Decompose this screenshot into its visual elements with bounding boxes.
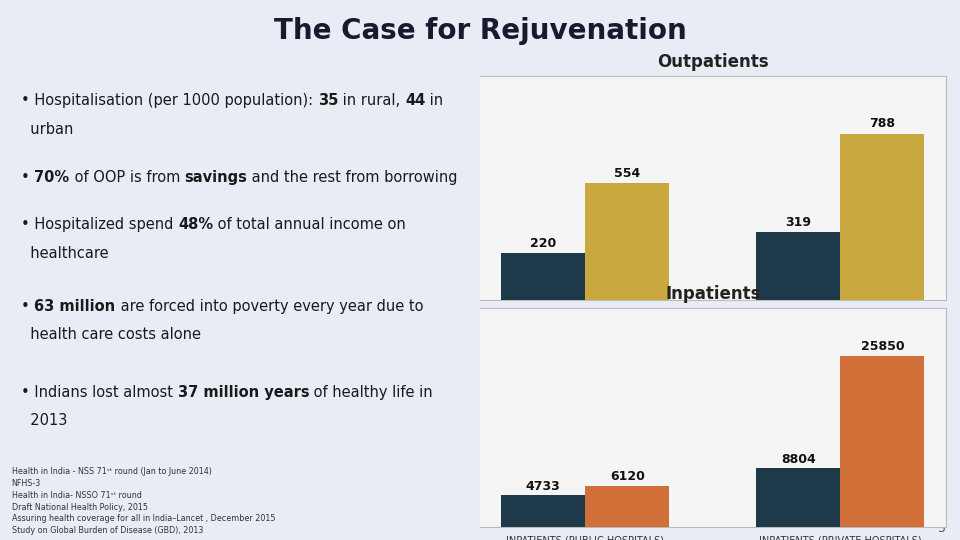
Text: in rural,: in rural, bbox=[338, 93, 405, 108]
Text: 2013: 2013 bbox=[21, 413, 67, 428]
Text: 6120: 6120 bbox=[610, 470, 645, 483]
Text: 37 million years: 37 million years bbox=[178, 384, 309, 400]
Text: OOP expenditure is rising fast!: OOP expenditure is rising fast! bbox=[568, 77, 833, 91]
Text: savings: savings bbox=[184, 170, 248, 185]
Bar bbox=[756, 233, 840, 300]
Bar bbox=[501, 253, 586, 300]
Text: 8804: 8804 bbox=[780, 453, 816, 465]
Text: 4733: 4733 bbox=[526, 480, 561, 492]
Text: •: • bbox=[21, 170, 35, 185]
Bar bbox=[501, 495, 586, 526]
Text: are forced into poverty every year due to: are forced into poverty every year due t… bbox=[115, 299, 423, 314]
Text: 5: 5 bbox=[938, 522, 946, 535]
Bar bbox=[756, 468, 840, 526]
Text: • Hospitalisation (per 1000 population):: • Hospitalisation (per 1000 population): bbox=[21, 93, 318, 108]
Legend: 2004, 2014: 2004, 2014 bbox=[509, 347, 623, 366]
Text: 788: 788 bbox=[870, 117, 896, 130]
Title: Inpatients: Inpatients bbox=[665, 286, 760, 303]
Text: 554: 554 bbox=[614, 167, 640, 180]
Text: The Case for Rejuvenation: The Case for Rejuvenation bbox=[274, 17, 686, 45]
Text: 44: 44 bbox=[405, 93, 425, 108]
Text: 48%: 48% bbox=[179, 218, 213, 232]
Title: Outpatients: Outpatients bbox=[657, 53, 769, 71]
Text: 35: 35 bbox=[318, 93, 338, 108]
Bar bbox=[586, 183, 669, 300]
Text: of OOP is from: of OOP is from bbox=[70, 170, 184, 185]
Text: 319: 319 bbox=[785, 216, 811, 229]
Text: healthcare: healthcare bbox=[21, 246, 108, 261]
Text: health care costs alone: health care costs alone bbox=[21, 327, 202, 342]
Text: of total annual income on: of total annual income on bbox=[213, 218, 406, 232]
Text: 70%: 70% bbox=[35, 170, 70, 185]
Text: •: • bbox=[21, 299, 35, 314]
Text: of healthy life in: of healthy life in bbox=[309, 384, 433, 400]
Bar bbox=[840, 134, 924, 300]
Text: • Hospitalized spend: • Hospitalized spend bbox=[21, 218, 179, 232]
Text: Health in India - NSS 71ˢᵗ round (Jan to June 2014)
NFHS-3
Health in India- NSSO: Health in India - NSS 71ˢᵗ round (Jan to… bbox=[12, 467, 275, 535]
Text: 220: 220 bbox=[530, 237, 557, 250]
Text: in: in bbox=[425, 93, 444, 108]
Bar bbox=[840, 356, 924, 526]
Text: urban: urban bbox=[21, 122, 74, 137]
Text: 63 million: 63 million bbox=[35, 299, 115, 314]
Text: and the rest from borrowing: and the rest from borrowing bbox=[248, 170, 458, 185]
Bar bbox=[586, 486, 669, 526]
Text: • Indians lost almost: • Indians lost almost bbox=[21, 384, 178, 400]
Text: 25850: 25850 bbox=[860, 340, 904, 353]
